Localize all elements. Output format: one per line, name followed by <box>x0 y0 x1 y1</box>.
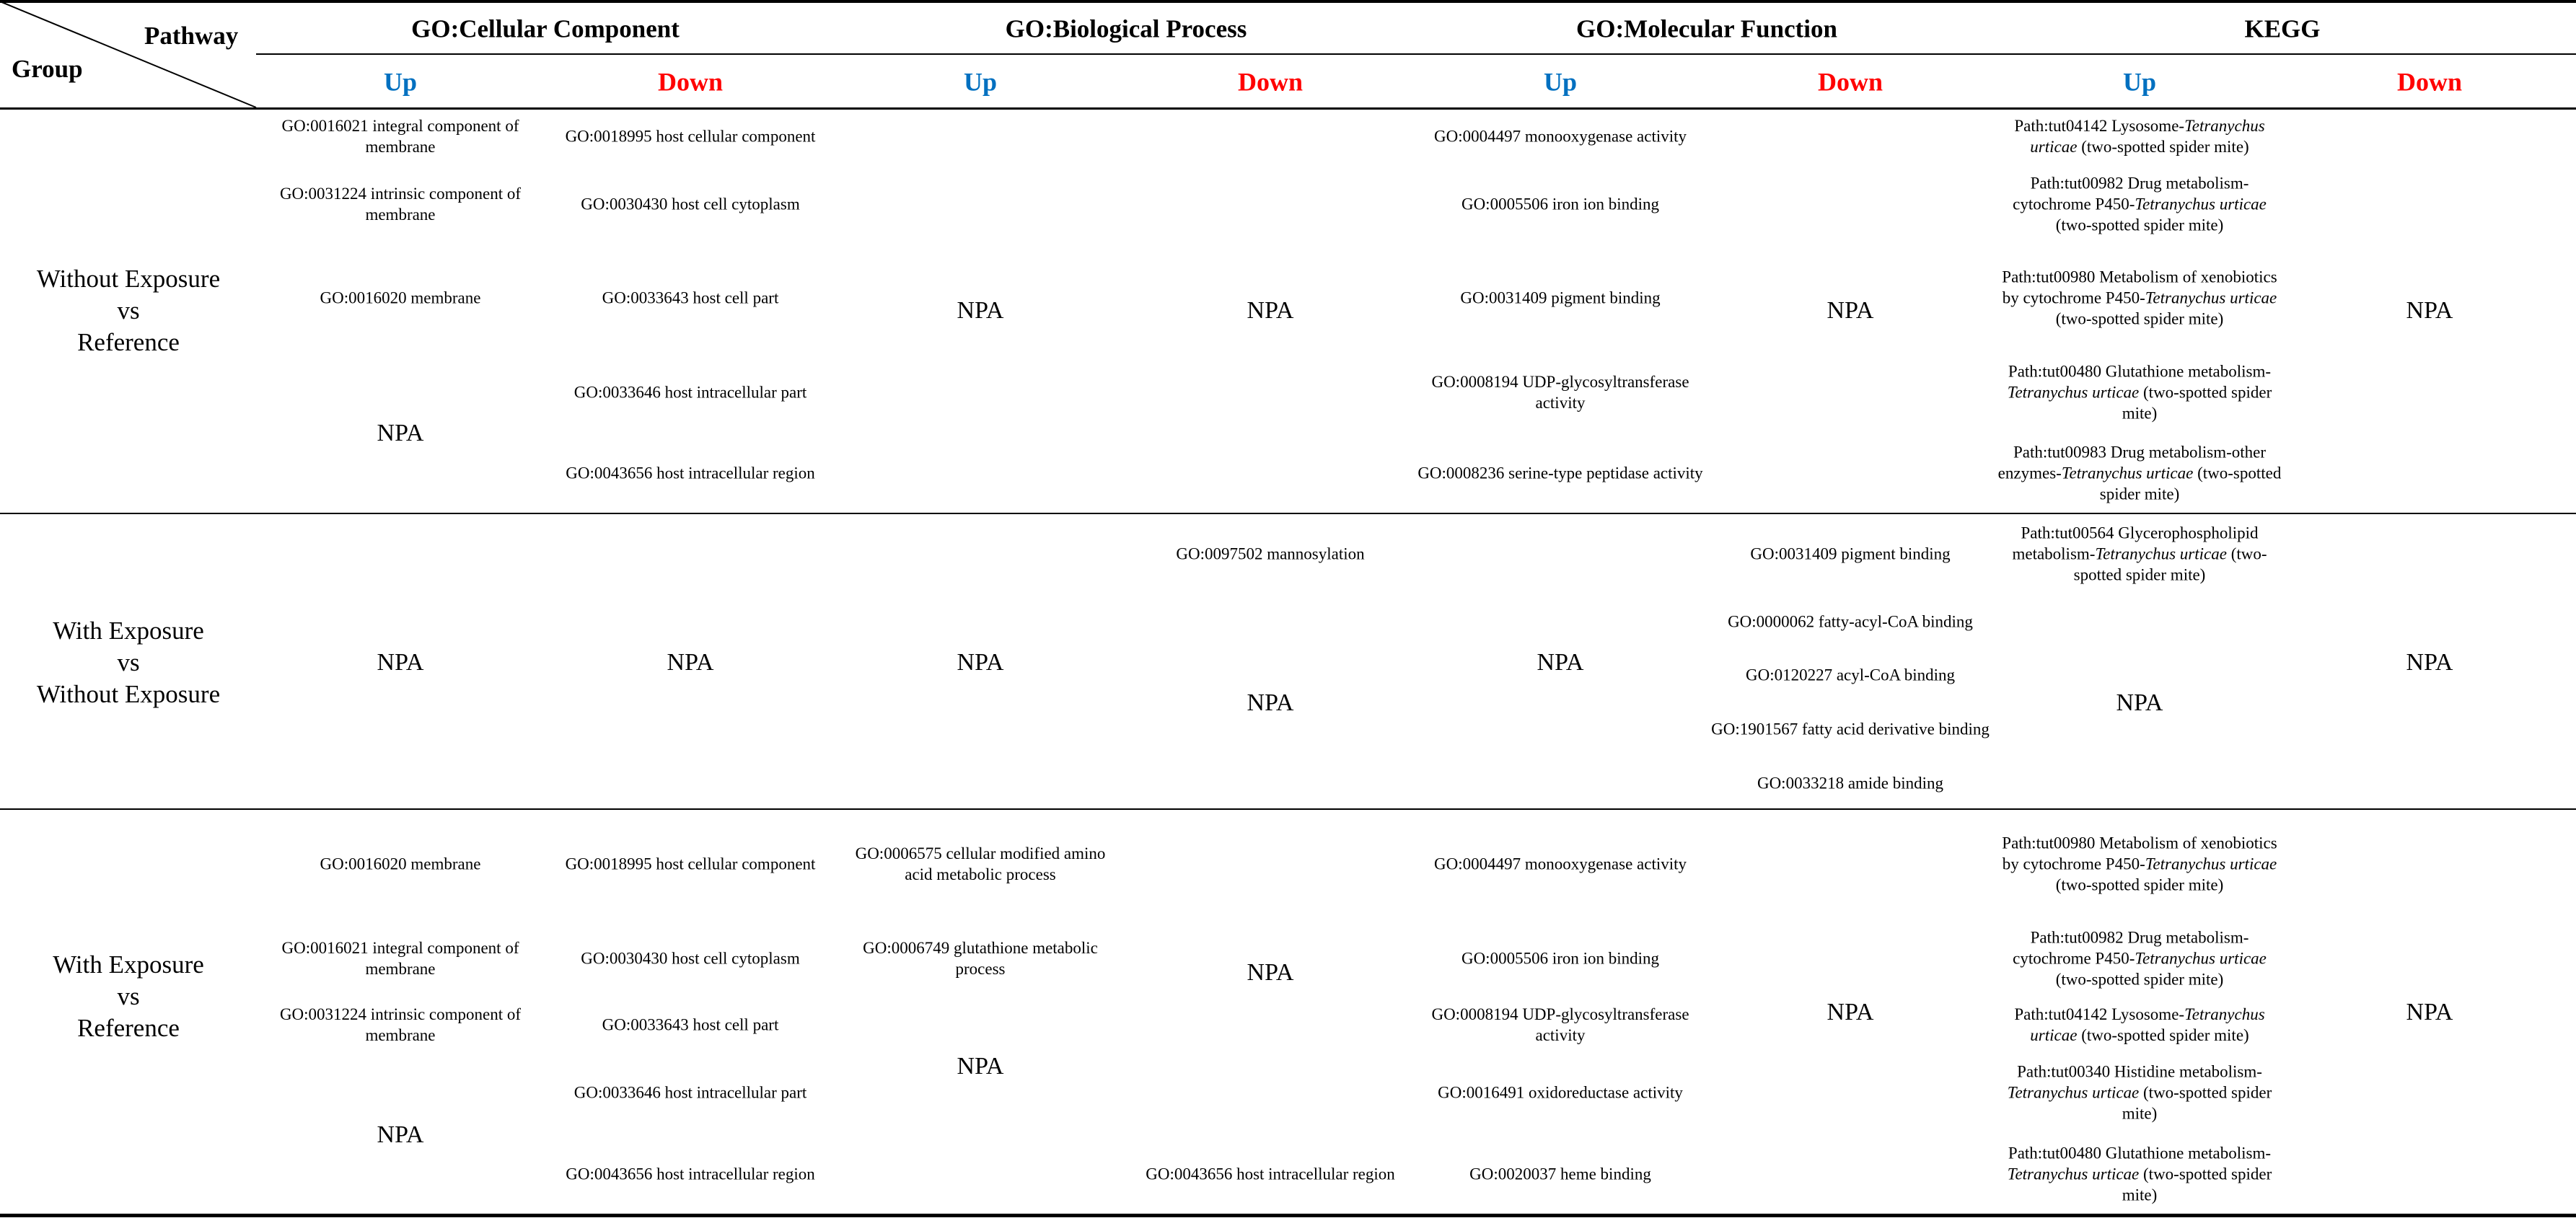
go-term: GO:0005506 iron ion binding <box>1461 195 1660 213</box>
mf-up-header: Up <box>1543 67 1578 97</box>
npa-cell: NPA <box>1247 959 1294 986</box>
go-term: GO:0097502 mannosylation <box>1176 544 1365 563</box>
go-term: GO:0120227 acyl-CoA binding <box>1745 666 1956 684</box>
kegg-pathway: Path:tut00982 Drug metabolism-cytochrome… <box>2013 928 2267 989</box>
kegg-pathway: Path:tut00564 Glycerophospholipid metabo… <box>2012 524 2267 584</box>
go-term: GO:0031224 intrinsic component of membra… <box>279 1005 522 1044</box>
go-term: GO:1901567 fatty acid derivative binding <box>1711 720 1990 738</box>
go-term: GO:0016491 oxidoreductase activity <box>1438 1083 1683 1102</box>
group-label: With Exposure vs Without Exposure <box>36 617 221 708</box>
npa-cell: NPA <box>2406 999 2453 1025</box>
npa-cell: NPA <box>1537 649 1584 676</box>
go-term: GO:0006749 glutathione metabolic process <box>863 939 1098 978</box>
npa-cell: NPA <box>2406 297 2453 324</box>
npa-cell: NPA <box>957 297 1004 324</box>
go-term: GO:0033643 host cell part <box>602 1015 779 1034</box>
bp-down-header: Down <box>1237 67 1304 97</box>
go-term: GO:0043656 host intracellular region <box>566 1165 815 1183</box>
corner-pathway-label: Pathway <box>144 22 239 50</box>
cc-up-header: Up <box>383 67 418 97</box>
go-term: GO:0033643 host cell part <box>602 288 779 307</box>
go-term: GO:0006575 cellular modified amino acid … <box>855 844 1106 883</box>
group-label: With Exposure vs Reference <box>53 950 204 1042</box>
bottom-rule <box>0 1214 2576 1217</box>
kegg-pathway: Path:tut00983 Drug metabolism-other enzy… <box>1997 443 2282 503</box>
row-divider-2 <box>0 808 2576 810</box>
npa-cell: NPA <box>1247 297 1294 324</box>
npa-cell: NPA <box>957 649 1004 676</box>
kegg-pathway: Path:tut00480 Glutathione metabolism-Tet… <box>2007 362 2272 423</box>
kegg-pathway: Path:tut04142 Lysosome-Tetranychus urtic… <box>2014 117 2265 156</box>
category-biological-process: GO:Biological Process <box>1005 14 1247 43</box>
go-term: GO:0016021 integral component of membran… <box>281 117 519 156</box>
bp-up-header: Up <box>963 67 998 97</box>
go-term: GO:0043656 host intracellular region <box>566 464 815 482</box>
go-term: GO:0030430 host cell cytoplasm <box>581 195 800 213</box>
npa-cell: NPA <box>667 649 714 676</box>
go-term: GO:0031409 pigment binding <box>1460 288 1661 307</box>
npa-cell: NPA <box>1247 689 1294 716</box>
go-term: GO:0030430 host cell cytoplasm <box>581 949 800 968</box>
npa-cell: NPA <box>1827 297 1874 324</box>
kegg-down-header: Down <box>2396 67 2463 97</box>
kegg-pathway: Path:tut00480 Glutathione metabolism-Tet… <box>2007 1144 2272 1204</box>
npa-cell: NPA <box>2116 689 2163 716</box>
kegg-up-header: Up <box>2122 67 2157 97</box>
go-term: GO:0020037 heme binding <box>1469 1165 1651 1183</box>
kegg-pathway: Path:tut00982 Drug metabolism-cytochrome… <box>2013 174 2267 234</box>
go-term: GO:0016020 membrane <box>320 855 481 873</box>
go-term: GO:0008236 serine-type peptidase activit… <box>1417 464 1703 482</box>
go-term: GO:0008194 UDP-glycosyltransferase activ… <box>1431 373 1689 412</box>
mf-down-header: Down <box>1817 67 1883 97</box>
category-kegg: KEGG <box>2244 14 2321 43</box>
go-term: GO:0004497 monooxygenase activity <box>1433 127 1687 146</box>
kegg-pathway: Path:tut00980 Metabolism of xenobiotics … <box>2002 834 2277 894</box>
header-bottom-rule <box>0 107 2576 110</box>
npa-cell: NPA <box>377 1121 424 1148</box>
go-term: GO:0018995 host cellular component <box>565 855 816 873</box>
go-term: GO:0008194 UDP-glycosyltransferase activ… <box>1431 1005 1689 1044</box>
go-term: GO:0004497 monooxygenase activity <box>1433 855 1687 873</box>
kegg-pathway: Path:tut00980 Metabolism of xenobiotics … <box>2002 268 2277 328</box>
go-term: GO:0016020 membrane <box>320 288 481 307</box>
category-molecular-function: GO:Molecular Function <box>1576 14 1837 43</box>
npa-cell: NPA <box>2406 649 2453 676</box>
go-term: GO:0031409 pigment binding <box>1750 544 1951 563</box>
row-divider-1 <box>0 513 2576 514</box>
corner-group-label: Group <box>12 55 83 83</box>
go-term: GO:0043656 host intracellular region <box>1146 1165 1395 1183</box>
npa-cell: NPA <box>377 649 424 676</box>
group-label: Without Exposure vs Reference <box>36 265 221 356</box>
go-term: GO:0033646 host intracellular part <box>573 383 807 402</box>
go-term: GO:0033646 host intracellular part <box>573 1083 807 1102</box>
npa-cell: NPA <box>377 420 424 446</box>
kegg-pathway: Path:tut04142 Lysosome-Tetranychus urtic… <box>2014 1005 2265 1044</box>
go-term: GO:0016021 integral component of membran… <box>281 939 519 978</box>
category-cellular-component: GO:Cellular Component <box>411 14 680 43</box>
go-term: GO:0000062 fatty-acyl-CoA binding <box>1728 612 1973 631</box>
cc-down-header: Down <box>657 67 724 97</box>
go-term: GO:0033218 amide binding <box>1757 774 1944 793</box>
npa-cell: NPA <box>957 1053 1004 1080</box>
go-term: GO:0031224 intrinsic component of membra… <box>279 185 522 224</box>
go-term: GO:0005506 iron ion binding <box>1461 949 1660 968</box>
npa-cell: NPA <box>1827 999 1874 1025</box>
kegg-pathway: Path:tut00340 Histidine metabolism-Tetra… <box>2007 1062 2272 1123</box>
go-term: GO:0018995 host cellular component <box>565 127 816 146</box>
top-rule <box>0 0 2576 3</box>
subheader-rule <box>256 53 2576 55</box>
